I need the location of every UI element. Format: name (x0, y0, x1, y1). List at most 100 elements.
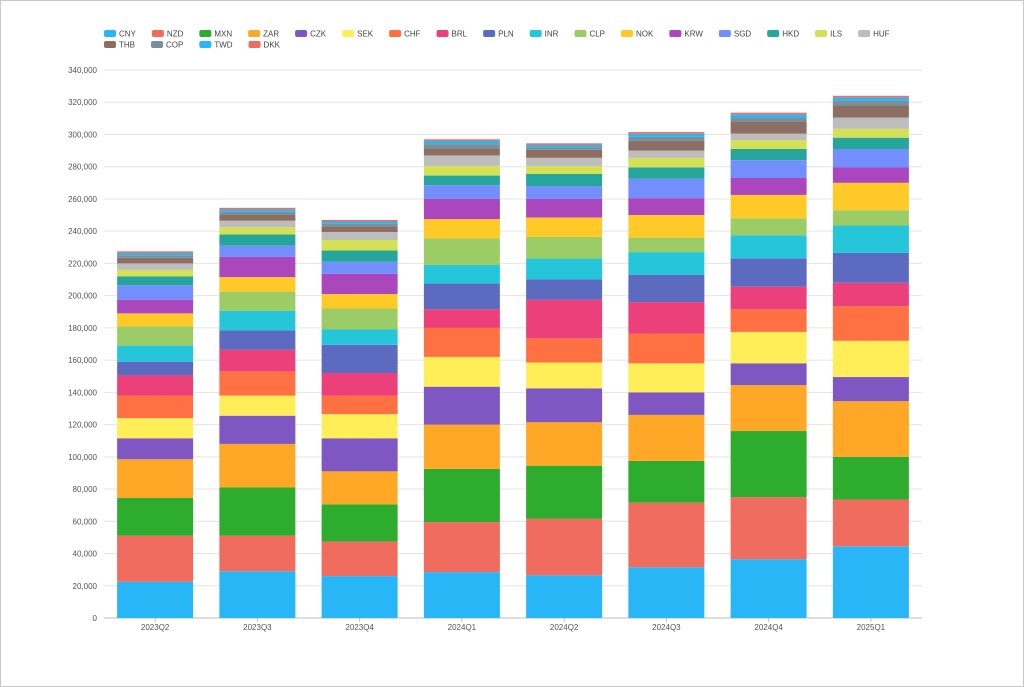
bar-segment-krw[interactable] (628, 198, 705, 216)
bar-segment-nok[interactable] (321, 294, 398, 309)
bar-segment-thb[interactable] (730, 121, 807, 134)
bar-segment-inr[interactable] (832, 225, 909, 253)
bar-segment-inr[interactable] (526, 258, 603, 280)
legend-item-mxn[interactable]: MXN (199, 30, 232, 39)
bar-segment-zar[interactable] (526, 422, 603, 466)
bar-segment-chf[interactable] (730, 309, 807, 332)
bar-segment-czk[interactable] (423, 386, 500, 425)
bar-segment-pln[interactable] (117, 361, 194, 376)
bar-stack-2024q4[interactable] (730, 112, 807, 618)
bar-stack-2025q1[interactable] (832, 95, 909, 618)
bar-segment-huf[interactable] (219, 220, 296, 228)
bar-segment-inr[interactable] (423, 265, 500, 284)
bar-segment-cop[interactable] (321, 223, 398, 227)
bar-segment-ils[interactable] (526, 165, 603, 174)
bar-segment-twd[interactable] (219, 209, 296, 212)
bar-segment-cny[interactable] (628, 567, 705, 618)
bar-segment-inr[interactable] (730, 235, 807, 259)
bar-segment-cop[interactable] (628, 136, 705, 141)
bar-segment-cny[interactable] (730, 559, 807, 618)
bar-segment-clp[interactable] (730, 218, 807, 236)
bar-segment-chf[interactable] (423, 327, 500, 357)
bar-segment-huf[interactable] (117, 263, 194, 270)
bar-segment-hkd[interactable] (628, 167, 705, 179)
bar-segment-mxn[interactable] (832, 456, 909, 500)
bar-segment-nzd[interactable] (526, 518, 603, 576)
legend-item-twd[interactable]: TWD (199, 41, 233, 50)
bar-segment-chf[interactable] (219, 371, 296, 396)
bar-segment-dkk[interactable] (730, 112, 807, 115)
bar-segment-thb[interactable] (628, 140, 705, 151)
legend-item-brl[interactable]: BRL (436, 30, 468, 39)
bar-segment-sgd[interactable] (730, 160, 807, 178)
bar-segment-clp[interactable] (423, 238, 500, 266)
legend-item-huf[interactable]: HUF (858, 30, 890, 39)
bar-segment-nzd[interactable] (423, 522, 500, 573)
bar-segment-hkd[interactable] (423, 175, 500, 186)
bar-segment-zar[interactable] (423, 424, 500, 469)
bar-segment-clp[interactable] (219, 291, 296, 311)
bar-segment-sgd[interactable] (832, 148, 909, 168)
bar-segment-czk[interactable] (526, 388, 603, 423)
bar-segment-thb[interactable] (423, 148, 500, 156)
legend-item-ils[interactable]: ILS (815, 30, 842, 39)
bar-segment-ils[interactable] (321, 240, 398, 251)
bar-segment-cop[interactable] (117, 255, 194, 258)
legend-item-nzd[interactable]: NZD (151, 30, 184, 39)
bar-segment-ils[interactable] (730, 140, 807, 149)
bar-segment-dkk[interactable] (423, 139, 500, 141)
bar-segment-czk[interactable] (832, 377, 909, 402)
bar-segment-czk[interactable] (628, 392, 705, 415)
bar-segment-ils[interactable] (117, 269, 194, 277)
bar-segment-huf[interactable] (628, 150, 705, 158)
bar-segment-brl[interactable] (832, 282, 909, 307)
bar-segment-inr[interactable] (117, 345, 194, 362)
bar-segment-huf[interactable] (321, 231, 398, 241)
bar-segment-chf[interactable] (628, 333, 705, 364)
bar-segment-zar[interactable] (219, 443, 296, 488)
bar-segment-krw[interactable] (219, 256, 296, 278)
bar-segment-zar[interactable] (832, 401, 909, 457)
bar-segment-chf[interactable] (832, 306, 909, 341)
bar-segment-cny[interactable] (832, 546, 909, 618)
legend-item-cop[interactable]: COP (151, 41, 183, 50)
bar-segment-clp[interactable] (526, 236, 603, 259)
bar-segment-chf[interactable] (117, 395, 194, 419)
bar-segment-nzd[interactable] (321, 541, 398, 577)
bar-segment-cop[interactable] (832, 100, 909, 106)
bar-segment-dkk[interactable] (117, 251, 194, 253)
bar-segment-huf[interactable] (423, 155, 500, 166)
bar-segment-cny[interactable] (219, 571, 296, 618)
bar-segment-krw[interactable] (832, 167, 909, 183)
bar-segment-nzd[interactable] (832, 499, 909, 547)
bar-segment-hkd[interactable] (832, 137, 909, 149)
bar-segment-krw[interactable] (117, 299, 194, 314)
bar-segment-sgd[interactable] (321, 261, 398, 274)
bar-segment-nzd[interactable] (628, 502, 705, 568)
bar-segment-clp[interactable] (117, 326, 194, 346)
bar-segment-sgd[interactable] (526, 186, 603, 199)
legend-item-hkd[interactable]: HKD (767, 30, 799, 39)
bar-segment-twd[interactable] (628, 133, 705, 137)
bar-segment-brl[interactable] (423, 309, 500, 328)
bar-segment-zar[interactable] (321, 471, 398, 505)
bar-segment-zar[interactable] (117, 459, 194, 498)
bar-segment-sek[interactable] (117, 418, 194, 439)
bar-segment-mxn[interactable] (628, 460, 705, 503)
bar-segment-brl[interactable] (526, 299, 603, 339)
bar-segment-ils[interactable] (832, 128, 909, 138)
bar-segment-twd[interactable] (117, 252, 194, 256)
bar-stack-2024q1[interactable] (423, 139, 500, 618)
legend-item-dkk[interactable]: DKK (248, 41, 281, 50)
bar-segment-pln[interactable] (832, 252, 909, 283)
bar-segment-cop[interactable] (730, 117, 807, 122)
legend-item-thb[interactable]: THB (104, 41, 135, 50)
bar-segment-nok[interactable] (219, 277, 296, 292)
bar-segment-nok[interactable] (117, 313, 194, 327)
legend-item-zar[interactable]: ZAR (248, 30, 279, 39)
bar-segment-huf[interactable] (526, 157, 603, 166)
bar-segment-nok[interactable] (628, 215, 705, 238)
bar-segment-inr[interactable] (628, 252, 705, 275)
bar-segment-dkk[interactable] (321, 219, 398, 222)
bar-segment-cny[interactable] (423, 572, 500, 618)
